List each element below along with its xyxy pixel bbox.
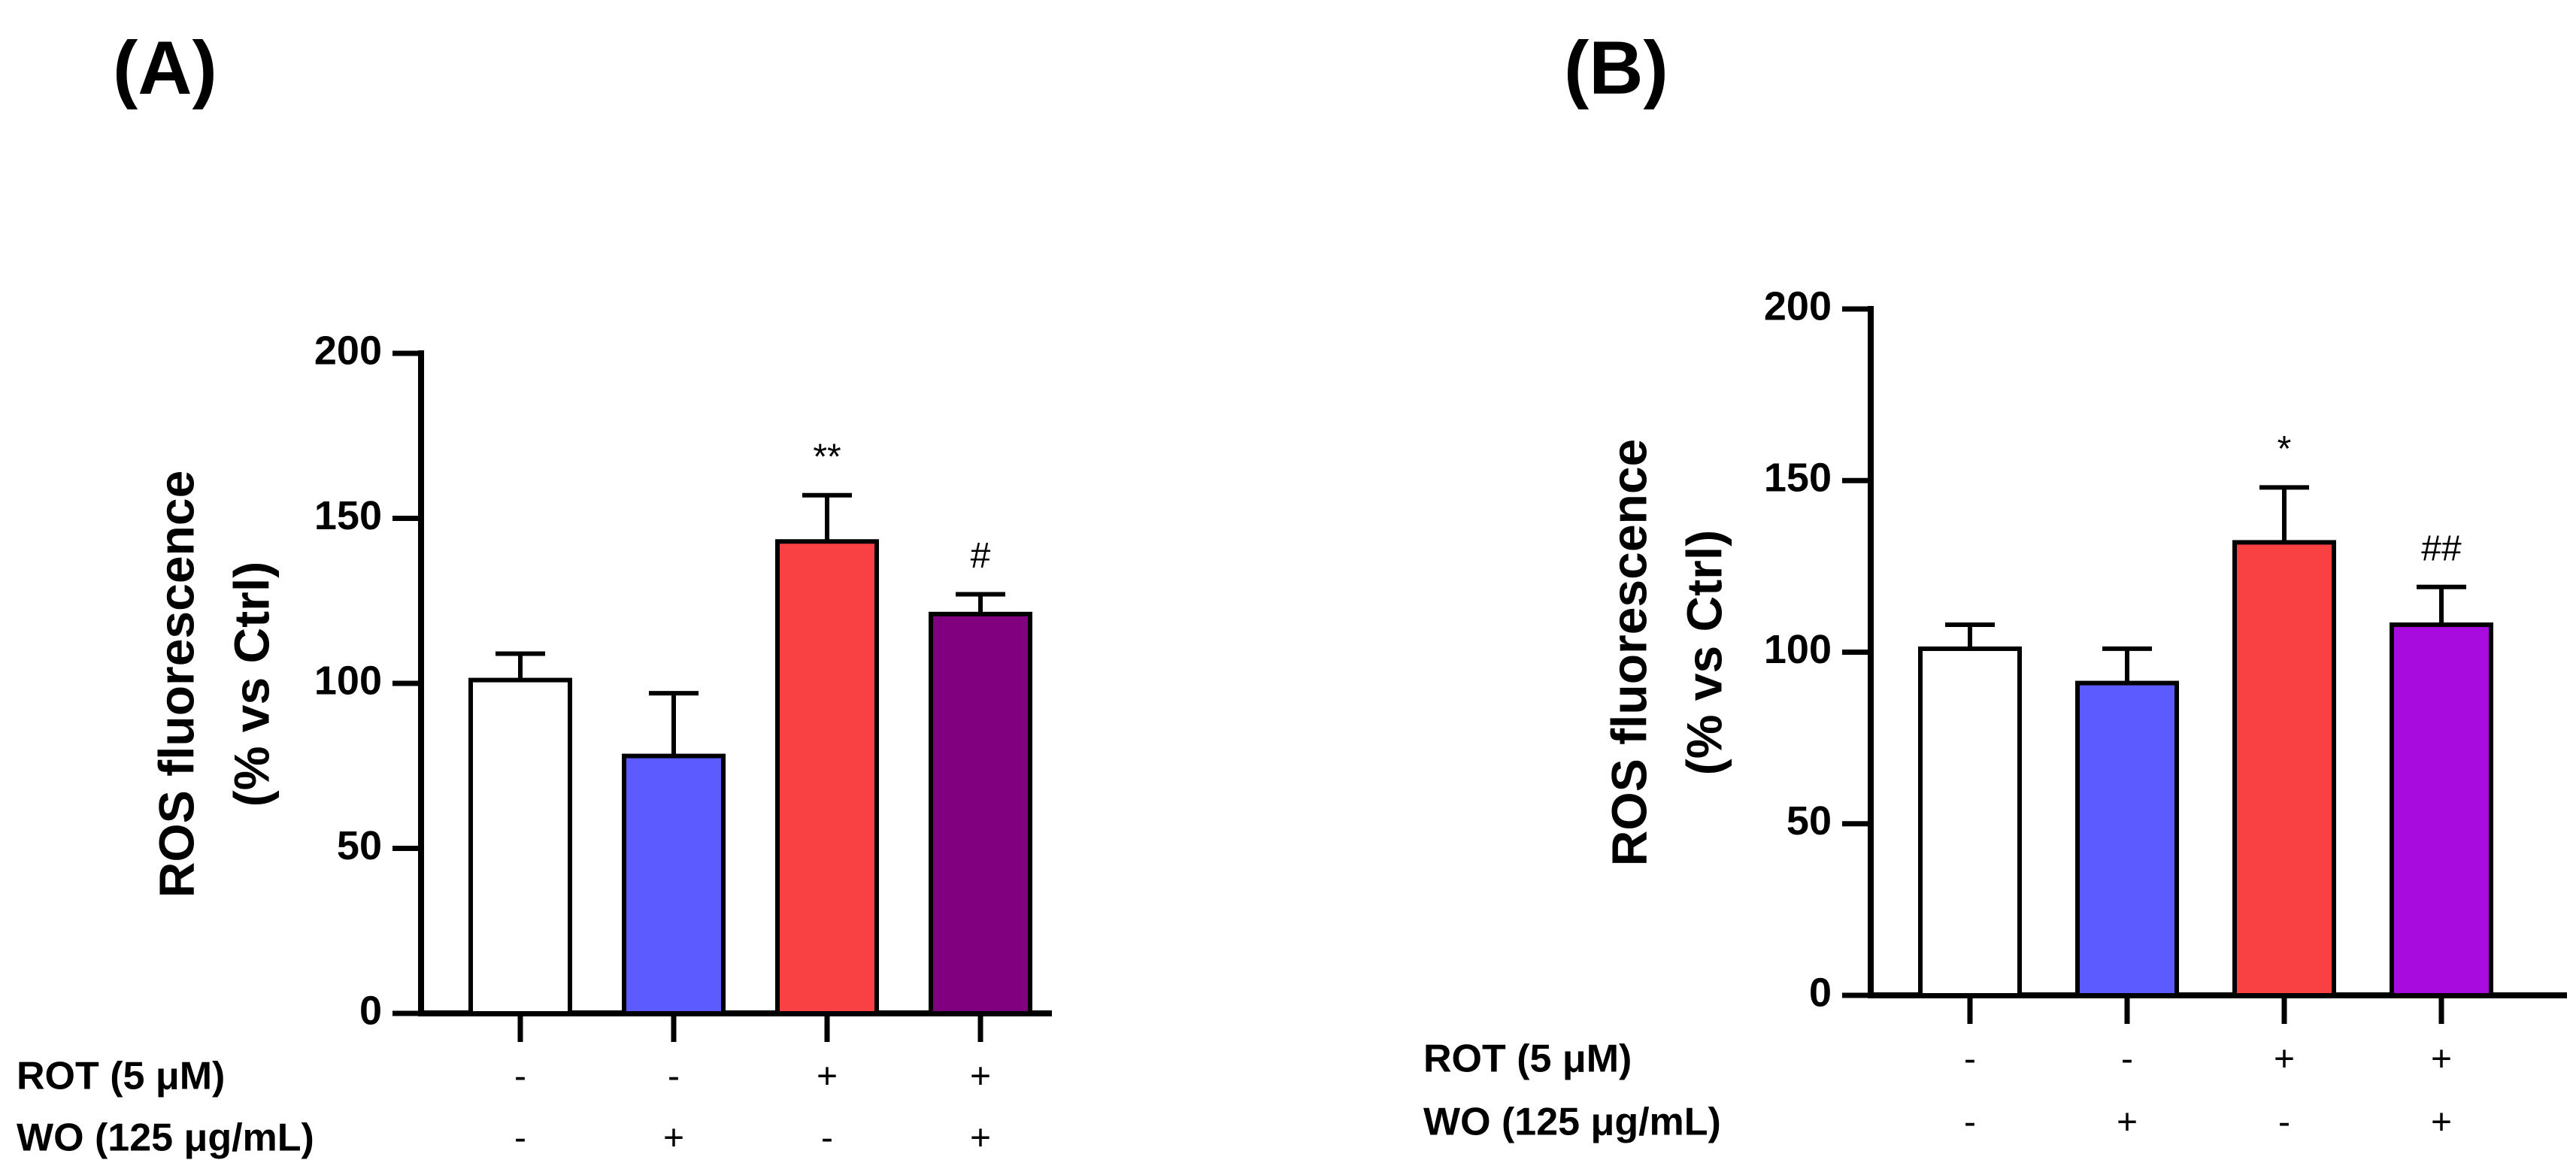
significance-mark: ** bbox=[813, 437, 841, 477]
condition-sign: - bbox=[2278, 1103, 2290, 1143]
panel-label: (B) bbox=[1564, 26, 1668, 110]
condition-label: ROT (5 μM) bbox=[1423, 1037, 1632, 1081]
condition-label: WO (125 μg/mL) bbox=[17, 1116, 314, 1160]
y-axis-subtitle: (% vs Ctrl) bbox=[1676, 530, 1732, 775]
condition-sign: - bbox=[821, 1119, 833, 1158]
bar bbox=[468, 677, 572, 1016]
bar bbox=[2075, 680, 2179, 998]
bar bbox=[775, 539, 879, 1016]
condition-sign: + bbox=[970, 1119, 991, 1158]
condition-sign: + bbox=[663, 1119, 684, 1158]
bar bbox=[2232, 540, 2336, 998]
y-tick-label: 200 bbox=[1764, 283, 1832, 329]
y-tick-label: 100 bbox=[314, 658, 382, 703]
significance-mark: ## bbox=[2421, 528, 2462, 568]
bar bbox=[1918, 646, 2022, 998]
condition-label: WO (125 μg/mL) bbox=[1423, 1101, 1721, 1144]
y-axis-subtitle: (% vs Ctrl) bbox=[223, 562, 279, 807]
condition-sign: - bbox=[514, 1119, 526, 1158]
y-tick-label: 50 bbox=[1787, 798, 1832, 843]
condition-sign: + bbox=[2117, 1103, 2138, 1143]
panel-label: (A) bbox=[113, 26, 217, 110]
condition-sign: - bbox=[1964, 1040, 1976, 1080]
condition-sign: + bbox=[970, 1057, 991, 1097]
condition-sign: + bbox=[2274, 1040, 2295, 1080]
condition-sign: - bbox=[514, 1057, 526, 1097]
significance-mark: # bbox=[971, 536, 991, 576]
condition-sign: - bbox=[668, 1057, 680, 1097]
condition-sign: - bbox=[1964, 1103, 1976, 1143]
y-axis-title: ROS fluorescence bbox=[148, 471, 204, 898]
bar bbox=[622, 753, 726, 1016]
y-tick-label: 100 bbox=[1764, 627, 1832, 672]
condition-sign: + bbox=[2431, 1040, 2452, 1080]
y-tick-label: 150 bbox=[314, 493, 382, 538]
y-axis-title: ROS fluorescence bbox=[1601, 439, 1656, 867]
significance-mark: * bbox=[2277, 429, 2292, 469]
y-tick-label: 150 bbox=[1764, 456, 1832, 501]
panel-a: (A) ROS fluorescence (% vs Ctrl) 0 50 100 150 2… bbox=[17, 26, 1052, 1160]
y-tick-label: 0 bbox=[1809, 970, 1832, 1015]
bar bbox=[929, 611, 1032, 1016]
y-tick-label: 200 bbox=[314, 328, 382, 373]
y-tick-label: 50 bbox=[337, 823, 382, 868]
condition-sign: - bbox=[2121, 1040, 2133, 1080]
panel-b: (B) ROS fluorescence (% vs Ctrl) 0 50 100 150 2… bbox=[1423, 26, 2567, 1144]
y-tick-label: 0 bbox=[359, 988, 382, 1033]
condition-sign: + bbox=[2431, 1103, 2452, 1143]
bar bbox=[2390, 622, 2493, 998]
condition-sign: + bbox=[817, 1057, 838, 1097]
condition-label: ROT (5 μM) bbox=[17, 1055, 225, 1098]
